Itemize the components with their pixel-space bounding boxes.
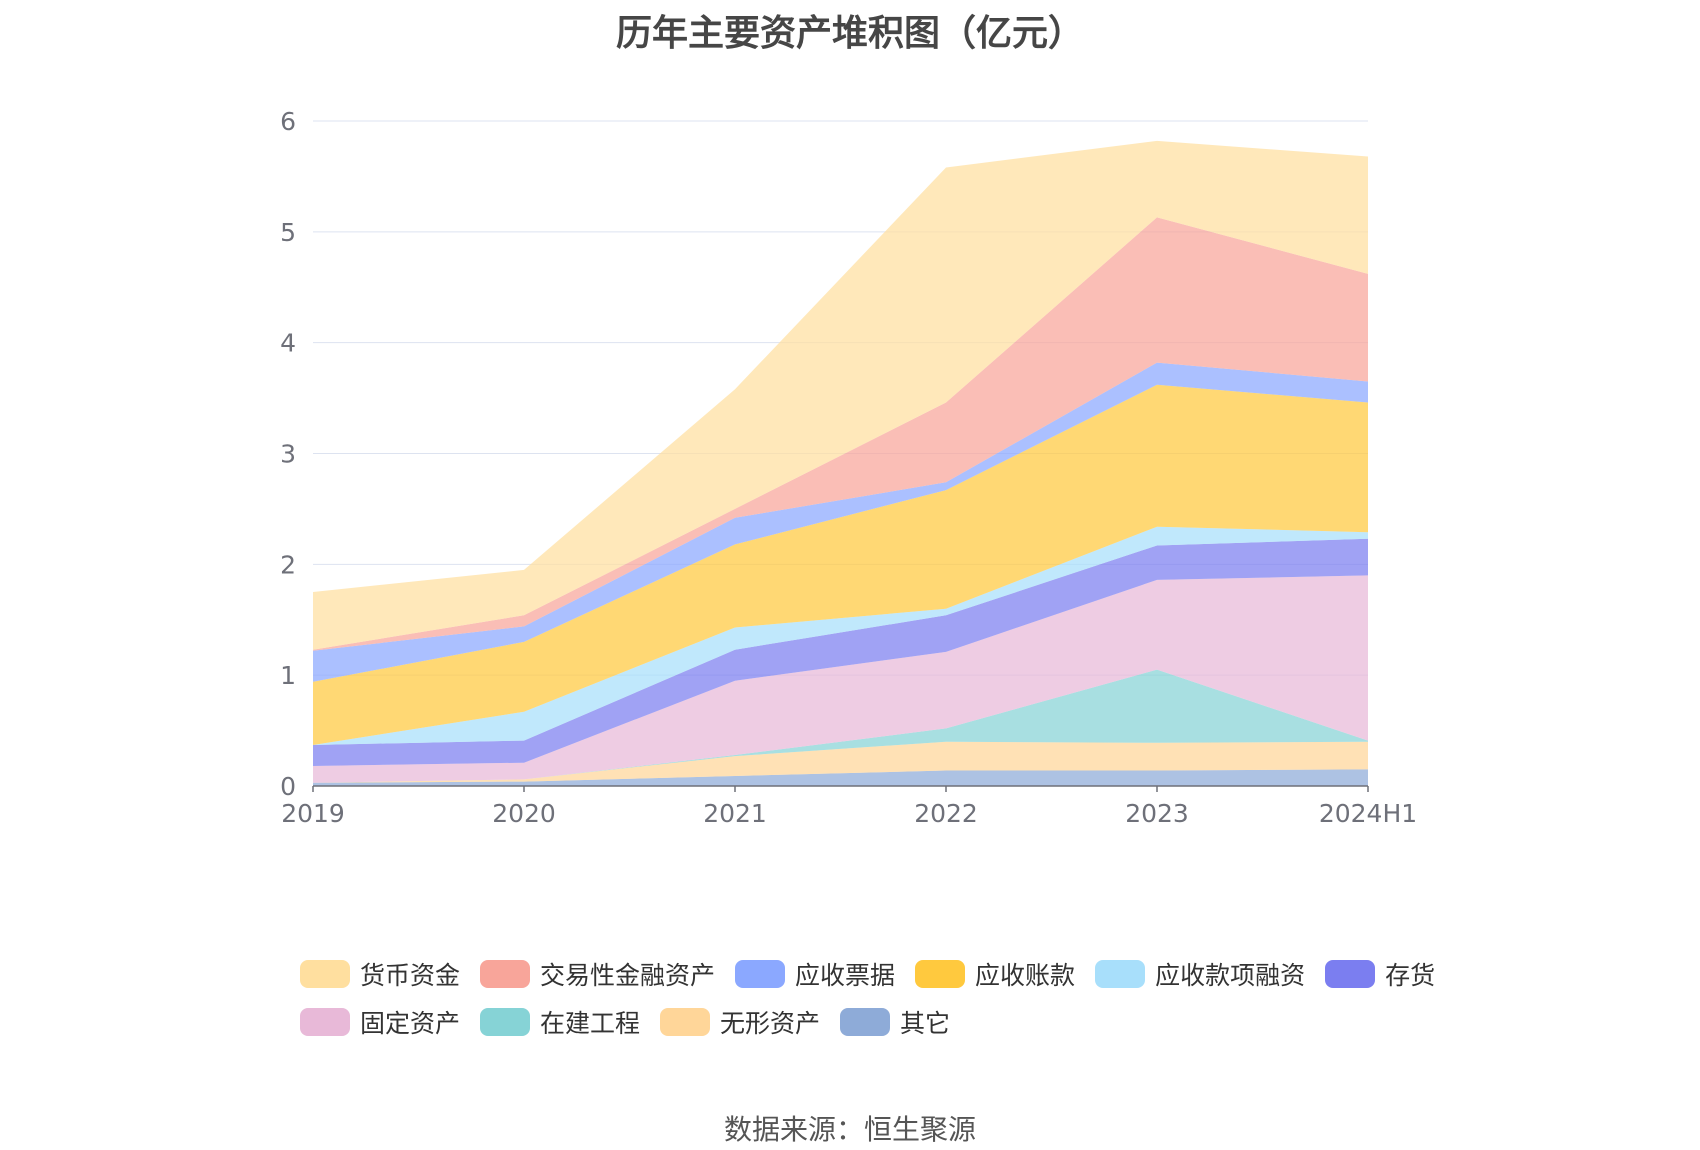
legend-item[interactable]: 应收票据	[735, 956, 895, 992]
axes: 2019 2020 2021 2022 2023 2024H1	[281, 785, 1417, 828]
y-tick-label: 1	[280, 661, 296, 690]
area-应收票据	[313, 362, 1368, 682]
legend-swatch	[660, 1008, 711, 1036]
area-固定资产	[313, 575, 1368, 783]
chart-title: 历年主要资产堆积图（亿元）	[615, 13, 1084, 54]
legend-label: 固定资产	[360, 1009, 461, 1038]
legend-label: 货币资金	[360, 961, 461, 990]
area-存货	[313, 538, 1368, 766]
y-tick-label: 3	[280, 440, 296, 469]
area-在建工程	[313, 669, 1368, 783]
area-交易性金融资产	[313, 217, 1368, 651]
area-货币资金	[313, 140, 1368, 650]
legend-swatch	[840, 1008, 891, 1036]
legend-row: 货币资金 交易性金融资产 应收票据 应收账款 应收款项融资 存货	[300, 950, 1450, 998]
legend-label: 存货	[1385, 961, 1436, 990]
legend-item[interactable]: 其它	[840, 1004, 950, 1040]
legend-swatch	[480, 1008, 531, 1036]
area-无形资产	[313, 741, 1368, 783]
y-tick-label: 2	[280, 550, 296, 579]
x-tick-label: 2021	[703, 799, 767, 828]
legend-item[interactable]: 固定资产	[300, 1004, 460, 1040]
area-layers	[313, 140, 1368, 786]
legend-swatch	[1325, 960, 1376, 988]
x-tick-label: 2024H1	[1319, 799, 1417, 828]
legend: 货币资金 交易性金融资产 应收票据 应收账款 应收款项融资 存货 固定资产 在建工程 无形资产…	[300, 950, 1450, 1046]
legend-label: 交易性金融资产	[540, 961, 716, 990]
legend-swatch	[300, 1008, 350, 1036]
data-source: 数据来源：恒生聚源	[723, 1113, 976, 1146]
y-tick-label: 6	[280, 107, 296, 136]
legend-item[interactable]: 交易性金融资产	[480, 956, 715, 992]
legend-item[interactable]: 应收款项融资	[1095, 956, 1305, 992]
area-应收账款	[313, 384, 1368, 745]
legend-row: 固定资产 在建工程 无形资产 其它	[300, 998, 1450, 1046]
legend-item[interactable]: 货币资金	[300, 956, 460, 992]
legend-swatch	[735, 960, 786, 988]
x-tick-label: 2019	[281, 799, 345, 828]
legend-label: 应收账款	[975, 961, 1076, 990]
x-tick-label: 2022	[914, 799, 978, 828]
x-tick-label: 2020	[492, 799, 556, 828]
legend-label: 应收票据	[795, 961, 896, 990]
legend-swatch	[915, 960, 966, 988]
legend-label: 其它	[900, 1009, 951, 1038]
legend-label: 在建工程	[540, 1009, 641, 1038]
legend-item[interactable]: 在建工程	[480, 1004, 640, 1040]
area-其它	[313, 769, 1368, 786]
legend-label: 无形资产	[720, 1009, 821, 1038]
legend-item[interactable]: 应收账款	[915, 956, 1075, 992]
legend-item[interactable]: 无形资产	[660, 1004, 820, 1040]
legend-label: 应收款项融资	[1155, 961, 1306, 990]
y-tick-label: 5	[280, 218, 296, 247]
legend-swatch	[300, 960, 350, 988]
y-tick-label: 0	[280, 772, 296, 801]
legend-swatch	[480, 960, 531, 988]
legend-item[interactable]: 存货	[1325, 956, 1435, 992]
x-tick-label: 2023	[1125, 799, 1189, 828]
legend-swatch	[1095, 960, 1146, 988]
y-tick-label: 4	[280, 329, 296, 358]
